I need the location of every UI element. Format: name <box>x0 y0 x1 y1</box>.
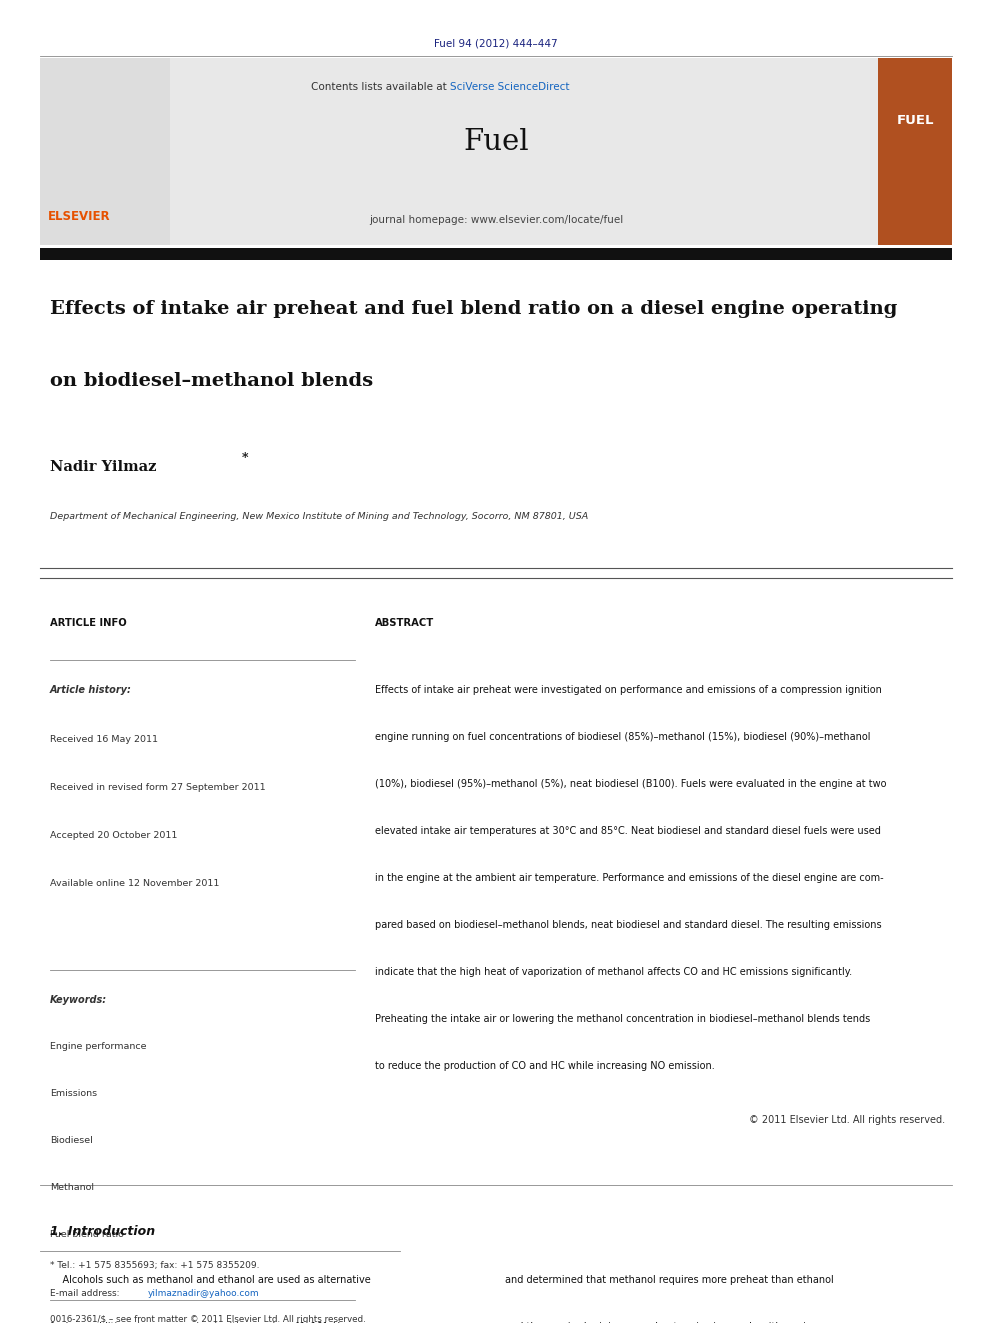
Text: * Tel.: +1 575 8355693; fax: +1 575 8355209.: * Tel.: +1 575 8355693; fax: +1 575 8355… <box>50 1261 260 1270</box>
Text: indicate that the high heat of vaporization of methanol affects CO and HC emissi: indicate that the high heat of vaporizat… <box>375 967 852 976</box>
Text: Biodiesel: Biodiesel <box>50 1136 92 1144</box>
Text: ELSEVIER: ELSEVIER <box>48 210 111 224</box>
Text: 0016-2361/$ – see front matter © 2011 Elsevier Ltd. All rights reserved.: 0016-2361/$ – see front matter © 2011 El… <box>50 1315 366 1323</box>
Text: (10%), biodiesel (95%)–methanol (5%), neat biodiesel (B100). Fuels were evaluate: (10%), biodiesel (95%)–methanol (5%), ne… <box>375 779 887 789</box>
Bar <box>40 247 952 261</box>
Text: Preheating the intake air or lowering the methanol concentration in biodiesel–me: Preheating the intake air or lowering th… <box>375 1013 870 1024</box>
Text: Fuel blend ratio: Fuel blend ratio <box>50 1230 124 1240</box>
Text: Fuel 94 (2012) 444–447: Fuel 94 (2012) 444–447 <box>434 38 558 48</box>
Text: *: * <box>242 452 249 464</box>
Text: yilmaznadir@yahoo.com: yilmaznadir@yahoo.com <box>148 1289 260 1298</box>
Text: Article history:: Article history: <box>50 685 132 695</box>
Text: 1. Introduction: 1. Introduction <box>50 1225 155 1238</box>
Text: Received in revised form 27 September 2011: Received in revised form 27 September 20… <box>50 783 266 792</box>
Text: Keywords:: Keywords: <box>50 995 107 1005</box>
Text: Effects of intake air preheat and fuel blend ratio on a diesel engine operating: Effects of intake air preheat and fuel b… <box>50 300 898 318</box>
Text: Accepted 20 October 2011: Accepted 20 October 2011 <box>50 831 178 840</box>
Text: Contents lists available at: Contents lists available at <box>311 82 450 93</box>
Text: Engine performance: Engine performance <box>50 1043 147 1050</box>
Text: Alcohols such as methanol and ethanol are used as alternative: Alcohols such as methanol and ethanol ar… <box>50 1275 371 1285</box>
Text: on biodiesel–methanol blends: on biodiesel–methanol blends <box>50 372 373 390</box>
Text: Received 16 May 2011: Received 16 May 2011 <box>50 736 158 744</box>
Text: ABSTRACT: ABSTRACT <box>375 618 434 628</box>
Bar <box>878 58 952 245</box>
Text: ARTICLE INFO: ARTICLE INFO <box>50 618 127 628</box>
Text: SciVerse ScienceDirect: SciVerse ScienceDirect <box>450 82 569 93</box>
Bar <box>40 58 952 245</box>
Text: Emissions: Emissions <box>50 1089 97 1098</box>
Text: © 2011 Elsevier Ltd. All rights reserved.: © 2011 Elsevier Ltd. All rights reserved… <box>749 1115 945 1125</box>
Bar <box>40 58 170 245</box>
Text: and determined that methanol requires more preheat than ethanol: and determined that methanol requires mo… <box>505 1275 833 1285</box>
Text: Methanol: Methanol <box>50 1183 94 1192</box>
Text: Nadir Yilmaz: Nadir Yilmaz <box>50 460 157 474</box>
Text: Available online 12 November 2011: Available online 12 November 2011 <box>50 878 219 888</box>
Text: journal homepage: www.elsevier.com/locate/fuel: journal homepage: www.elsevier.com/locat… <box>369 216 623 225</box>
Text: Effects of intake air preheat were investigated on performance and emissions of : Effects of intake air preheat were inves… <box>375 685 882 695</box>
Text: Department of Mechanical Engineering, New Mexico Institute of Mining and Technol: Department of Mechanical Engineering, Ne… <box>50 512 588 521</box>
Text: E-mail address:: E-mail address: <box>50 1289 122 1298</box>
Text: elevated intake air temperatures at 30°C and 85°C. Neat biodiesel and standard d: elevated intake air temperatures at 30°C… <box>375 826 881 836</box>
Text: FUEL: FUEL <box>896 114 933 127</box>
Text: pared based on biodiesel–methanol blends, neat biodiesel and standard diesel. Th: pared based on biodiesel–methanol blends… <box>375 919 882 930</box>
Text: to reduce the production of CO and HC while increasing NO emission.: to reduce the production of CO and HC wh… <box>375 1061 715 1072</box>
Text: Fuel: Fuel <box>463 128 529 156</box>
Text: engine running on fuel concentrations of biodiesel (85%)–methanol (15%), biodies: engine running on fuel concentrations of… <box>375 732 871 742</box>
Text: in the engine at the ambient air temperature. Performance and emissions of the d: in the engine at the ambient air tempera… <box>375 873 884 882</box>
